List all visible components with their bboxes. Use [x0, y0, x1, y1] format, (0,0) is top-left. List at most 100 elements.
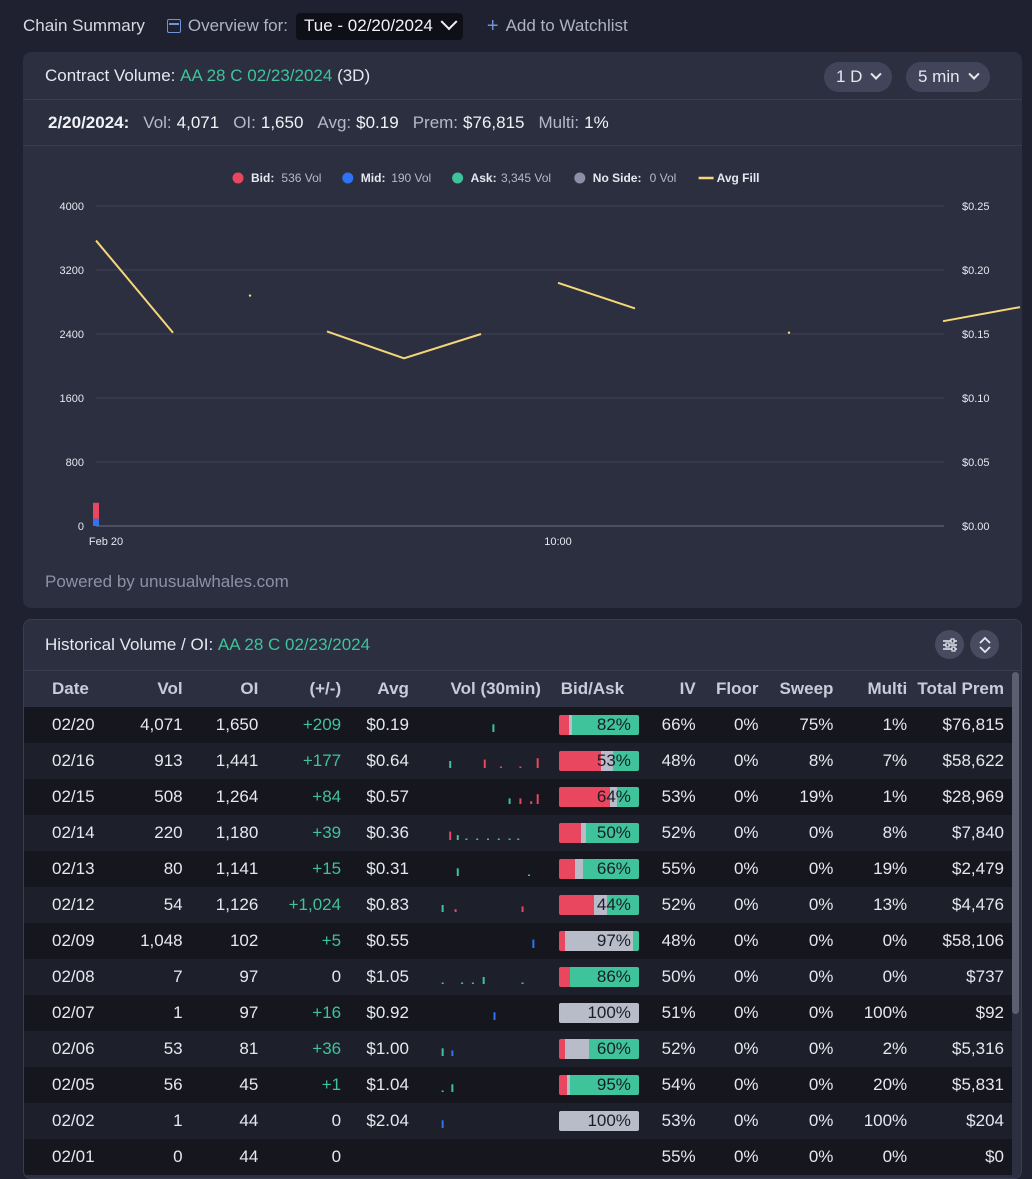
interval-select[interactable]: 5 min: [906, 62, 990, 92]
cell-iv: 66%: [643, 707, 704, 743]
column-header[interactable]: OI: [190, 671, 267, 707]
table-row[interactable]: 02/09 1,048 102 +5 $0.55 97% 48% 0% 0% 0% $58,106: [24, 923, 1012, 959]
cell-floor: 0%: [703, 959, 767, 995]
bid-ask-segment-ask: [570, 967, 639, 987]
cell-avg: $1.04: [349, 1067, 417, 1103]
table-row[interactable]: 02/05 56 45 +1 $1.04 95% 54% 0% 0% 20% $5,831: [24, 1067, 1012, 1103]
cell-multi: 1%: [841, 707, 916, 743]
legend-item[interactable]: Mid: 190 Vol: [342, 171, 431, 185]
historical-contract[interactable]: AA 28 C 02/23/2024: [217, 635, 371, 654]
cell-floor: 0%: [703, 779, 767, 815]
table-row[interactable]: 02/06 53 81 +36 $1.00 60% 52% 0% 0% 2% $5,316: [24, 1031, 1012, 1067]
cell-total-prem: $58,622: [915, 743, 1012, 779]
spark-bar: [508, 838, 511, 840]
legend-item[interactable]: Bid: 536 Vol: [232, 171, 322, 185]
cell-floor: 0%: [703, 887, 767, 923]
vol-sparkline: [441, 977, 524, 984]
bid-ask-segment-ask: [571, 715, 639, 735]
column-header[interactable]: Sweep: [766, 671, 842, 707]
bid-ask-percent: 60%: [596, 1039, 631, 1058]
table-row[interactable]: 02/20 4,071 1,650 +209 $0.19 82% 66% 0% 75% 1% $76…: [24, 707, 1012, 743]
date-select[interactable]: Tue - 02/20/2024: [296, 12, 463, 40]
settings-sliders-icon[interactable]: [935, 630, 964, 659]
contract-volume-panel: Contract Volume: AA 28 C 02/23/2024 (3D)…: [23, 52, 1022, 608]
cell-bid-ask: 44%: [548, 887, 644, 923]
table-row[interactable]: 02/14 220 1,180 +39 $0.36 50% 52% 0% 0% 8% $7,840: [24, 815, 1012, 851]
spark-bar: [519, 798, 522, 804]
spark-bar: [441, 982, 444, 984]
column-header[interactable]: Floor: [703, 671, 767, 707]
cell-bid-ask: 66%: [548, 851, 644, 887]
bid-ask-percent: 66%: [596, 859, 631, 878]
historical-table: Date Vol OI (+/-) Avg Vol (30min) Bid/Ask IV Flo…: [24, 671, 1012, 1175]
sliders-icon-svg: [942, 637, 957, 652]
table-row[interactable]: 02/08 7 97 0 $1.05 86% 50% 0% 0% 0% $737: [24, 959, 1012, 995]
legend-item[interactable]: Avg Fill: [698, 171, 760, 185]
table-row[interactable]: 02/13 80 1,141 +15 $0.31 66% 55% 0% 0% 19% $2,479: [24, 851, 1012, 887]
legend-item[interactable]: No Side: 0 Vol: [574, 171, 676, 185]
column-header[interactable]: Vol (30min): [416, 671, 549, 707]
spark-bar: [517, 838, 520, 840]
cell-sweep: 0%: [766, 1031, 842, 1067]
bid-ask-bar: 44%: [558, 895, 639, 915]
column-header[interactable]: (+/-): [266, 671, 350, 707]
chevron-down-icon: [440, 13, 458, 31]
contract-link[interactable]: AA 28 C 02/23/2024: [180, 65, 333, 85]
bid-ask-segment-bid: [558, 1075, 567, 1095]
volume-chart-svg[interactable]: Bid: 536 Vol Mid: 190 Vol Ask: 3,345 Vol No Si…: [23, 148, 1022, 568]
table-row[interactable]: 02/07 1 97 +16 $0.92 100% 51% 0% 0% 100% $92: [24, 995, 1012, 1031]
bid-ask-bar: 86%: [558, 967, 639, 987]
cell-sweep: 8%: [766, 743, 842, 779]
column-header[interactable]: Vol: [118, 671, 191, 707]
chevron-down-icon: [870, 68, 883, 80]
legend-item[interactable]: Ask: 3,345 Vol: [452, 171, 551, 185]
cell-multi: 13%: [841, 887, 916, 923]
cell-total-prem: $92: [915, 995, 1012, 1031]
column-header[interactable]: Date: [24, 671, 119, 707]
cell-iv: 53%: [643, 779, 704, 815]
cell-vol-30min: [416, 779, 549, 815]
table-row[interactable]: 02/02 1 44 0 $2.04 100% 53% 0% 0% 100% $204: [24, 1103, 1012, 1139]
spark-bar: [451, 1084, 454, 1092]
bid-ask-percent: 100%: [587, 1111, 631, 1130]
cell-vol-30min: [416, 1031, 549, 1067]
table-row[interactable]: 02/15 508 1,264 +84 $0.57 64% 53% 0% 19% 1% $28,96…: [24, 779, 1012, 815]
volume-chart[interactable]: Bid: 536 Vol Mid: 190 Vol Ask: 3,345 Vol No Si…: [23, 148, 1022, 568]
chain-summary-title[interactable]: Chain Summary: [23, 16, 145, 35]
historical-header: Historical Volume / OI: AA 28 C 02/23/20…: [24, 620, 1021, 671]
spark-bar: [493, 1012, 496, 1020]
cell-multi: 1%: [841, 779, 916, 815]
cell-oi: 1,264: [190, 779, 267, 815]
cell-iv: 55%: [643, 851, 704, 887]
add-to-watchlist-button[interactable]: + Add to Watchlist: [486, 14, 628, 37]
spark-bar: [441, 905, 444, 912]
expand-collapse-icon[interactable]: [970, 630, 999, 659]
table-row[interactable]: 02/16 913 1,441 +177 $0.64 53% 48% 0% 8% 7% $58,62…: [24, 743, 1012, 779]
cell-vol: 0: [118, 1139, 191, 1175]
cell-iv: 55%: [643, 1139, 704, 1175]
cell-date: 02/20: [24, 707, 119, 743]
cell-date: 02/05: [24, 1067, 119, 1103]
spark-bar: [521, 906, 524, 912]
cell-avg: $0.36: [349, 815, 417, 851]
column-header[interactable]: Avg: [349, 671, 417, 707]
bid-ask-segment-mid: [565, 1039, 590, 1059]
scrollbar[interactable]: [1012, 672, 1019, 1014]
cell-vol: 7: [118, 959, 191, 995]
column-header[interactable]: Total Prem: [915, 671, 1012, 707]
cell-vol-30min: [416, 1067, 549, 1103]
column-header[interactable]: Bid/Ask: [548, 671, 644, 707]
cell-change: 0: [266, 1139, 350, 1175]
cell-change: +16: [266, 995, 350, 1031]
cell-total-prem: $7,840: [915, 815, 1012, 851]
bid-ask-segment-ask: [616, 787, 639, 807]
column-header[interactable]: IV: [643, 671, 704, 707]
range-select[interactable]: 1 D: [824, 62, 893, 92]
column-header[interactable]: Multi: [841, 671, 916, 707]
spark-bar: [508, 798, 511, 804]
bid-ask-segment-mid: [565, 931, 633, 951]
contract-volume-title: Contract Volume:: [45, 65, 176, 85]
legend-label: Ask:: [471, 171, 497, 185]
table-row[interactable]: 02/01 0 44 0 55% 0% 0% 0% $0: [24, 1139, 1012, 1175]
table-row[interactable]: 02/12 54 1,126 +1,024 $0.83 44% 52% 0% 0% 13% $4,4…: [24, 887, 1012, 923]
